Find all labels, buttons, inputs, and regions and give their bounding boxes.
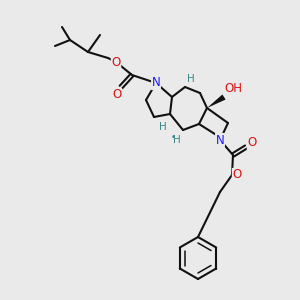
Text: H: H (187, 74, 195, 84)
Text: OH: OH (224, 82, 242, 94)
Text: O: O (248, 136, 256, 149)
Text: •: • (171, 134, 176, 142)
Polygon shape (207, 94, 226, 108)
Text: N: N (216, 134, 224, 146)
Text: O: O (111, 56, 121, 68)
Text: O: O (112, 88, 122, 101)
Text: O: O (232, 169, 242, 182)
Text: H: H (173, 135, 181, 145)
Text: H: H (159, 122, 167, 132)
Text: N: N (152, 76, 160, 89)
